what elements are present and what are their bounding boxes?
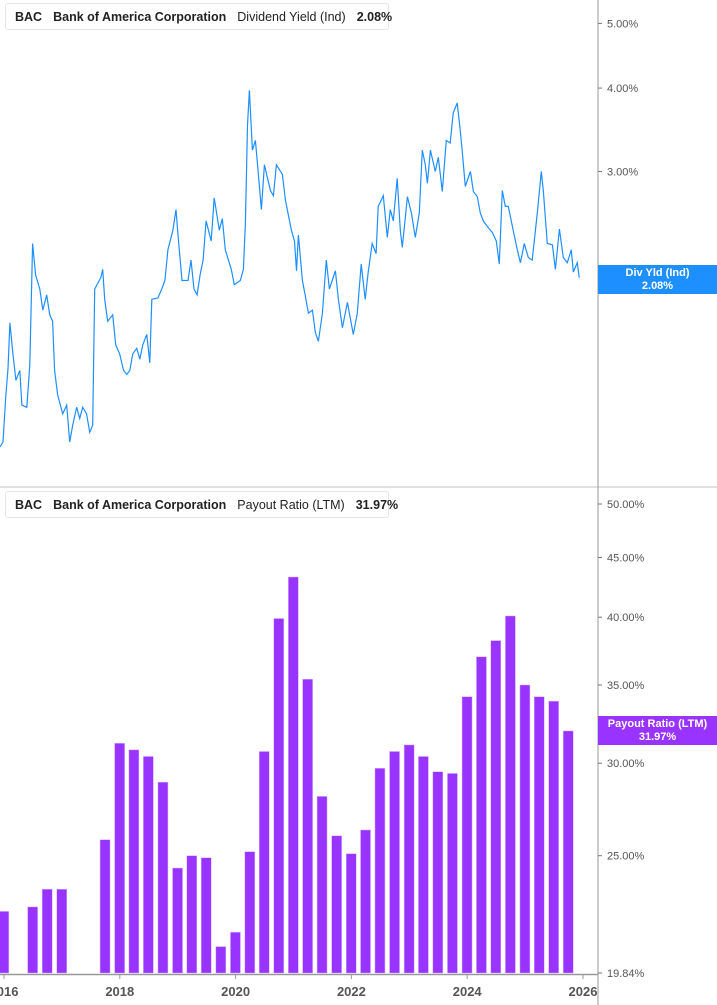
y-tick-label: 5.00% — [607, 18, 638, 30]
payout-ratio-bar[interactable] — [548, 700, 559, 974]
payout-ratio-bar[interactable] — [389, 751, 400, 974]
payout-ratio-bar[interactable] — [41, 889, 53, 974]
metric-value: 2.08% — [356, 9, 393, 24]
payout-ratio-bar[interactable] — [258, 751, 270, 974]
y-tick-label: 35.00% — [607, 680, 645, 692]
x-tick-label: 2024 — [453, 984, 483, 999]
payout-ratio-last-value-tag: Payout Ratio (LTM) 31.97% — [598, 716, 717, 745]
payout-ratio-bar[interactable] — [0, 911, 10, 974]
payout-ratio-bar[interactable] — [447, 773, 458, 974]
y-tick-label: 19.84% — [607, 968, 645, 980]
dividend-yield-line — [0, 90, 580, 448]
payout-ratio-bar[interactable] — [215, 946, 227, 974]
payout-ratio-bar[interactable] — [143, 756, 154, 974]
ticker: BAC — [15, 497, 43, 512]
x-tick-label: 2018 — [105, 984, 134, 999]
y-tick-label: 45.00% — [607, 552, 645, 564]
y-tick-label: 4.00% — [607, 83, 638, 95]
payout-ratio-legend[interactable]: BAC Bank of America Corporation Payout R… — [5, 491, 398, 518]
y-tick-label: 30.00% — [607, 758, 645, 770]
payout-ratio-bar[interactable] — [505, 615, 516, 974]
tag-label: Div Yld (Ind) — [625, 267, 690, 279]
payout-ratio-bar[interactable] — [27, 906, 38, 974]
payout-ratio-bar[interactable] — [519, 684, 531, 974]
company-name: Bank of America Corporation — [53, 497, 227, 512]
payout-ratio-bar[interactable] — [432, 771, 444, 974]
x-tick-label: 2016 — [0, 984, 18, 999]
metric-value: 31.97% — [355, 497, 399, 512]
x-axis: 2016 2018 2020 2022 2024 2026 — [0, 974, 597, 999]
payout-ratio-bar[interactable] — [114, 743, 125, 974]
tag-value: 31.97% — [638, 731, 677, 743]
payout-ratio-bar[interactable] — [476, 656, 487, 974]
payout-ratio-bar[interactable] — [331, 835, 342, 974]
payout-ratio-bar[interactable] — [172, 867, 183, 974]
y-tick-label: 40.00% — [607, 612, 645, 624]
y-tick-label: 50.00% — [607, 499, 645, 511]
x-tick-label: 2022 — [337, 984, 366, 999]
payout-ratio-bar[interactable] — [403, 744, 415, 974]
payout-ratio-bar[interactable] — [99, 839, 111, 974]
x-tick-label: 2026 — [569, 984, 598, 999]
payout-ratio-bar[interactable] — [273, 618, 285, 974]
y-tick-label: 3.00% — [607, 166, 638, 178]
payout-ratio-y-axis: 50.00% 45.00% 40.00% 35.00% 30.00% 25.00% 19.8… — [598, 499, 645, 980]
dividend-yield-last-value-tag: Div Yld (Ind) 2.08% — [598, 265, 717, 294]
payout-ratio-bar[interactable] — [302, 678, 313, 974]
y-tick-label: 25.00% — [607, 851, 645, 863]
payout-ratio-bar[interactable] — [244, 851, 256, 974]
payout-ratio-plot — [0, 576, 574, 974]
ticker: BAC — [15, 9, 43, 24]
payout-ratio-bar[interactable] — [230, 931, 241, 974]
dividend-yield-y-axis: 5.00%4.00%3.00%2.00% — [598, 18, 638, 296]
payout-ratio-bar[interactable] — [288, 576, 299, 974]
payout-ratio-bar[interactable] — [418, 756, 429, 974]
payout-ratio-bar[interactable] — [461, 696, 473, 974]
payout-ratio-bar[interactable] — [128, 749, 140, 974]
payout-ratio-bar[interactable] — [186, 855, 198, 974]
payout-ratio-bar[interactable] — [316, 796, 328, 974]
metric-name: Payout Ratio (LTM) — [237, 497, 345, 512]
company-name: Bank of America Corporation — [53, 9, 227, 24]
payout-ratio-bar[interactable] — [56, 889, 67, 974]
payout-ratio-bar[interactable] — [533, 696, 545, 974]
tag-value: 2.08% — [641, 280, 674, 292]
payout-ratio-bar[interactable] — [490, 640, 502, 974]
payout-ratio-bar[interactable] — [345, 853, 357, 974]
payout-ratio-bar[interactable] — [201, 857, 212, 974]
payout-ratio-bar[interactable] — [562, 730, 574, 974]
tag-label: Payout Ratio (LTM) — [607, 718, 708, 730]
payout-ratio-bar[interactable] — [157, 781, 169, 974]
payout-ratio-bar[interactable] — [360, 829, 371, 974]
dividend-yield-plot — [0, 90, 580, 448]
dividend-yield-legend[interactable]: BAC Bank of America Corporation Dividend… — [5, 3, 393, 30]
x-tick-label: 2020 — [221, 984, 250, 999]
metric-name: Dividend Yield (Ind) — [237, 9, 346, 24]
payout-ratio-bar[interactable] — [374, 768, 386, 974]
